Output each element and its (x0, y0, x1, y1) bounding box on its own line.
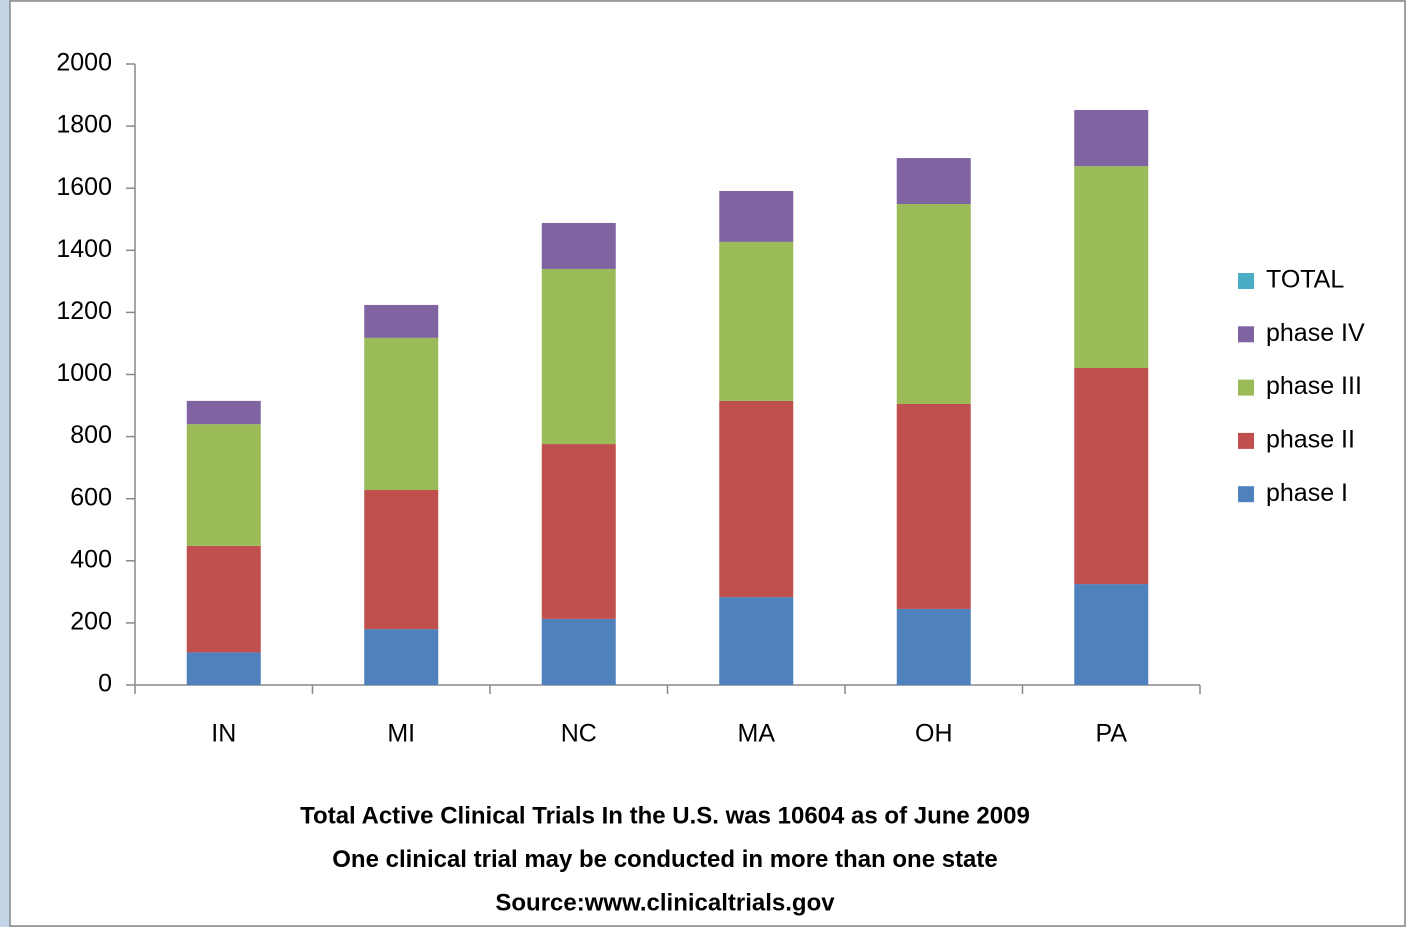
caption: One clinical trial may be conducted in m… (332, 846, 998, 873)
bar-segment (1074, 109, 1149, 167)
bar-segment (1074, 166, 1149, 368)
x-tick-label: OH (915, 720, 953, 748)
bar-segment (364, 490, 439, 630)
y-tick-label: 1000 (56, 359, 112, 387)
y-tick-label: 1400 (56, 235, 112, 263)
legend-label: TOTAL (1266, 266, 1344, 294)
bar-segment (364, 629, 439, 685)
bar-segment (541, 268, 616, 445)
x-tick-label: PA (1096, 720, 1128, 748)
legend-swatch (1238, 326, 1254, 343)
y-tick-label: 1200 (56, 297, 112, 325)
x-tick-label: MA (738, 720, 776, 748)
bar-segment (541, 222, 616, 269)
legend-swatch (1238, 486, 1254, 503)
x-tick-label: NC (561, 720, 597, 748)
bar-segment (896, 403, 971, 609)
bar-segment (1074, 584, 1149, 685)
bar-segment (541, 444, 616, 619)
bar-segment (896, 158, 971, 205)
y-tick-label: 0 (98, 670, 112, 698)
y-tick-label: 600 (70, 483, 112, 511)
x-tick-label: MI (387, 720, 415, 748)
x-tick-label: IN (211, 720, 236, 748)
bar-segment (719, 400, 794, 598)
caption: Source:www.clinicaltrials.gov (495, 889, 835, 916)
bar-segment (896, 204, 971, 404)
y-tick-label: 1800 (56, 111, 112, 139)
y-tick-label: 1600 (56, 173, 112, 201)
bar-segment (719, 190, 794, 242)
bar-segment (186, 400, 261, 425)
legend-swatch (1238, 432, 1254, 449)
bar-segment (186, 652, 261, 685)
bar-segment (364, 337, 439, 491)
legend-label: phase IV (1266, 319, 1365, 347)
legend-label: phase I (1266, 479, 1348, 507)
bar-segment (186, 424, 261, 546)
bar-segment (719, 241, 794, 401)
y-tick-label: 400 (70, 545, 112, 573)
legend-label: phase II (1266, 426, 1355, 454)
legend-label: phase III (1266, 372, 1362, 400)
bar-segment (541, 618, 616, 685)
bar-segment (719, 597, 794, 685)
legend-swatch (1238, 379, 1254, 396)
bar-segment (896, 608, 971, 685)
y-tick-label: 2000 (56, 49, 112, 77)
caption: Total Active Clinical Trials In the U.S.… (300, 802, 1030, 829)
y-tick-label: 800 (70, 421, 112, 449)
legend-swatch (1238, 273, 1254, 289)
bar-segment (186, 545, 261, 653)
bar-segment (364, 304, 439, 338)
y-tick-label: 200 (70, 608, 112, 636)
bar-segment (1074, 367, 1149, 585)
